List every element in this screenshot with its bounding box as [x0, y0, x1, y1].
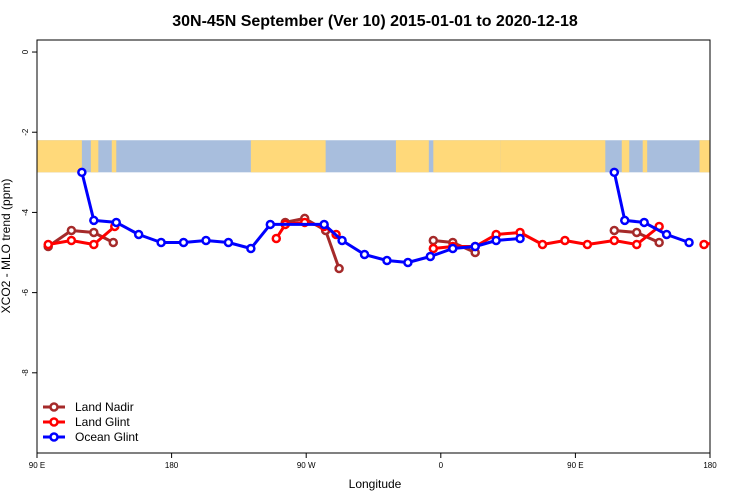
legend-marker	[49, 417, 59, 427]
data-point	[178, 237, 189, 248]
data-point	[334, 263, 344, 274]
x-axis-label: Longitude	[349, 477, 402, 491]
data-point	[108, 237, 119, 248]
x-tick-label: 180	[165, 461, 179, 470]
data-point	[156, 237, 166, 248]
map-land	[642, 140, 648, 173]
legend-marker	[49, 402, 59, 412]
legend-item: Ocean Glint	[43, 430, 139, 444]
map-ocean	[37, 140, 710, 173]
data-point	[620, 215, 630, 226]
y-tick-label: -2	[21, 128, 30, 136]
data-point	[66, 225, 77, 236]
data-point	[319, 219, 329, 230]
chart-title: 30N-45N September (Ver 10) 2015-01-01 to…	[172, 13, 578, 30]
series-line	[703, 241, 710, 246]
series-land-nadir	[43, 213, 664, 274]
data-point	[428, 243, 439, 254]
series-layer	[43, 167, 731, 274]
world-map-band	[37, 140, 710, 173]
map-land	[621, 140, 630, 173]
data-point	[223, 237, 234, 248]
y-axis-label: XCO2 - MLO trend (ppm)	[0, 179, 13, 314]
legend-item: Land Nadir	[43, 400, 134, 414]
data-point	[271, 233, 282, 244]
map-land	[699, 140, 710, 173]
data-point	[265, 219, 276, 230]
data-point	[89, 239, 99, 250]
data-point	[639, 217, 649, 228]
y-tick-label: -8	[21, 369, 30, 377]
x-tick-label: 90 E	[567, 461, 583, 470]
series-ocean-glint	[77, 167, 694, 268]
data-point	[201, 235, 211, 246]
series-line	[47, 225, 116, 246]
data-point	[448, 243, 458, 254]
map-land	[90, 140, 99, 173]
data-point	[609, 235, 620, 246]
y-tick-label: -4	[21, 208, 30, 216]
legend-item: Land Glint	[43, 415, 130, 429]
data-point	[470, 241, 480, 252]
data-point	[382, 255, 392, 266]
data-point	[631, 239, 642, 250]
y-axis: 0 -2 -4 -6 -8	[21, 49, 37, 376]
data-point	[491, 235, 501, 246]
data-point	[89, 227, 99, 238]
map-land	[395, 140, 429, 173]
data-point	[560, 235, 570, 246]
data-point	[724, 237, 731, 244]
data-point	[337, 235, 347, 246]
data-point	[359, 249, 370, 260]
data-point	[515, 233, 525, 244]
x-tick-label: 90 E	[29, 461, 45, 470]
data-point	[609, 225, 620, 236]
y-tick-label: 0	[21, 49, 30, 54]
legend-label: Land Glint	[75, 415, 130, 429]
data-point	[428, 235, 439, 246]
data-point	[111, 217, 122, 228]
series-line	[284, 216, 341, 270]
data-point	[537, 239, 548, 250]
x-axis: 90 E 180 90 W 0 90 E 180	[29, 453, 717, 470]
data-point	[246, 243, 256, 254]
data-point	[133, 229, 144, 240]
y-tick-label: -6	[21, 289, 30, 297]
map-land	[433, 140, 501, 173]
data-point	[699, 239, 709, 250]
legend-marker	[49, 432, 59, 442]
x-tick-label: 0	[439, 461, 444, 470]
data-point	[89, 215, 99, 226]
x-tick-label: 180	[703, 461, 717, 470]
data-point	[77, 167, 87, 178]
data-point	[582, 239, 593, 250]
data-point	[403, 257, 413, 268]
map-land	[250, 140, 326, 173]
data-point	[684, 237, 694, 248]
data-point	[631, 227, 642, 238]
data-point	[66, 235, 77, 246]
plot-frame	[36, 39, 711, 454]
data-point	[609, 167, 620, 178]
x-tick-label: 90 W	[297, 461, 316, 470]
legend-label: Land Nadir	[75, 400, 134, 414]
map-land	[37, 140, 82, 173]
data-point	[654, 237, 664, 248]
data-point	[43, 239, 53, 250]
data-point	[661, 229, 672, 240]
data-point	[425, 251, 436, 262]
map-land	[111, 140, 117, 173]
legend-label: Ocean Glint	[75, 430, 139, 444]
map-land	[500, 140, 606, 173]
